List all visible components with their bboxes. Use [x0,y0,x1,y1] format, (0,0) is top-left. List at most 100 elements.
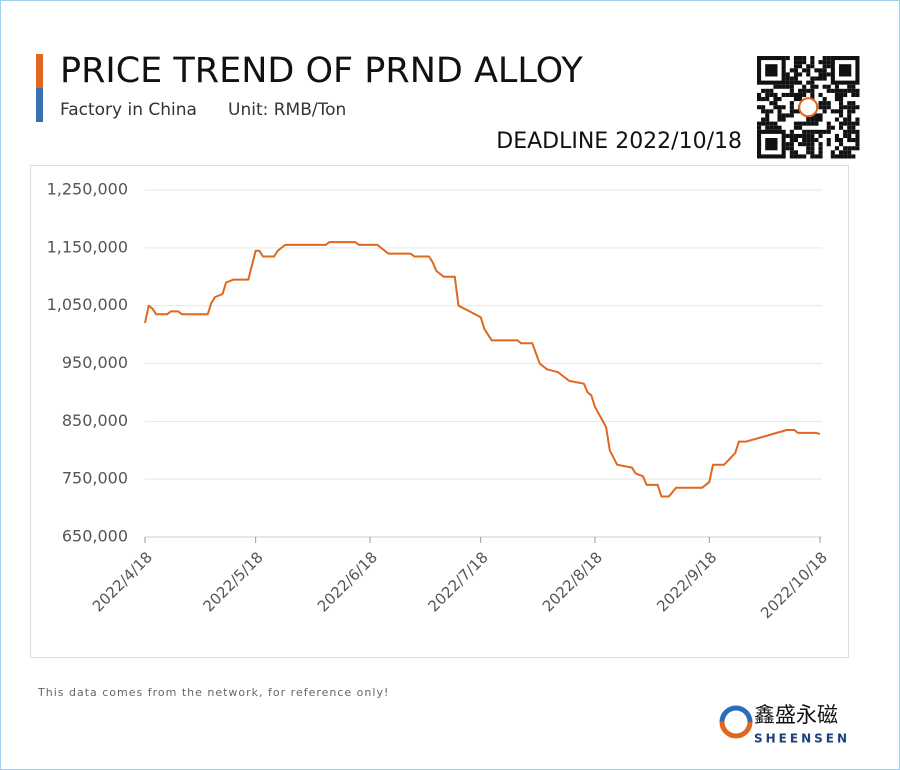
qr-cell [793,121,798,126]
qr-cell [765,117,770,122]
qr-cell [806,72,811,77]
qr-cell [810,60,815,65]
qr-cell [830,88,835,93]
qr-cell [810,150,815,155]
qr-cell [855,142,860,147]
qr-cell [798,92,803,97]
qr-cell [810,142,815,147]
qr-cell [822,101,827,106]
qr-cell [830,150,835,155]
logo: 鑫盛永磁 SHEENSEN [719,703,847,746]
qr-cell [757,125,762,130]
brand: 鑫盛永磁 [754,703,838,727]
qr-cell [781,84,786,89]
qr-cell [855,146,860,151]
chart-box [30,165,849,658]
qr-cell [851,88,856,93]
qr-cell [802,84,807,89]
qr-cell [757,92,762,97]
qr-cell [789,154,794,159]
deadline: DEADLINE 2022/10/18 [496,129,742,154]
qr-cell [798,88,803,93]
qr-cell [818,68,823,73]
qr-cell [806,142,811,147]
qr-finder [756,55,786,85]
qr-cell [785,56,790,61]
qr-cell [798,142,803,147]
qr-cell [826,105,831,110]
qr-cell [806,64,811,69]
qr-cell [847,138,852,143]
qr-cell [847,129,852,134]
qr-cell [822,109,827,114]
qr-cell [818,60,823,65]
qr-cell [843,117,848,122]
qr-cell [806,129,811,134]
qr-cell [802,129,807,134]
qr-cell [785,76,790,81]
qr-cell [843,146,848,151]
qr-cell [785,146,790,151]
qr-cell [773,101,778,106]
qr-cell [765,113,770,118]
qr-cell [834,88,839,93]
qr-cell [798,60,803,65]
qr-cell [789,84,794,89]
qr-cell [855,88,860,93]
qr-finder [830,55,860,85]
qr-cell [761,88,766,93]
qr-cell [789,109,794,114]
qr-cell [769,92,774,97]
qr-cell [757,105,762,110]
qr-cell [839,101,844,106]
qr-cell [765,88,770,93]
qr-cell [818,129,823,134]
y-tick-label: 650,000 [62,527,128,546]
qr-cell [826,142,831,147]
qr-cell [847,117,852,122]
qr-cell [843,121,848,126]
qr-cell [855,121,860,126]
qr-cell [830,154,835,159]
qr-cell [806,150,811,155]
qr-cell [818,117,823,122]
qr-cell [802,68,807,73]
qr-cell [839,121,844,126]
qr-cell [851,109,856,114]
qr-cell [806,146,811,151]
qr-cell [798,64,803,69]
qr-cell [785,113,790,118]
qr-cell [798,154,803,159]
qr-cell [793,92,798,97]
qr-cell [830,125,835,130]
qr-cell [839,138,844,143]
qr-cell [777,117,782,122]
qr-cell [818,150,823,155]
qr-cell [773,92,778,97]
qr-cell [777,84,782,89]
qr-cell [826,125,831,130]
qr-cell [789,105,794,110]
y-tick-label: 950,000 [62,353,128,372]
qr-cell [834,138,839,143]
qr-cell [847,101,852,106]
qr-cell [818,105,823,110]
qr-cell [822,56,827,61]
qr-cell [822,60,827,65]
qr-cell [757,97,762,102]
qr-cell [789,138,794,143]
qr-cell [822,64,827,69]
qr-cell [789,146,794,151]
qr-cell [769,121,774,126]
qr-cell [810,117,815,122]
qr-cell [798,133,803,138]
qr-cell [834,97,839,102]
qr-cell [810,146,815,151]
qr-cell [826,72,831,77]
qr-cell [843,154,848,159]
qr-cell [810,84,815,89]
qr-cell [806,121,811,126]
y-tick-label: 1,150,000 [47,237,128,256]
qr-cell [839,142,844,147]
qr-cell [793,80,798,85]
